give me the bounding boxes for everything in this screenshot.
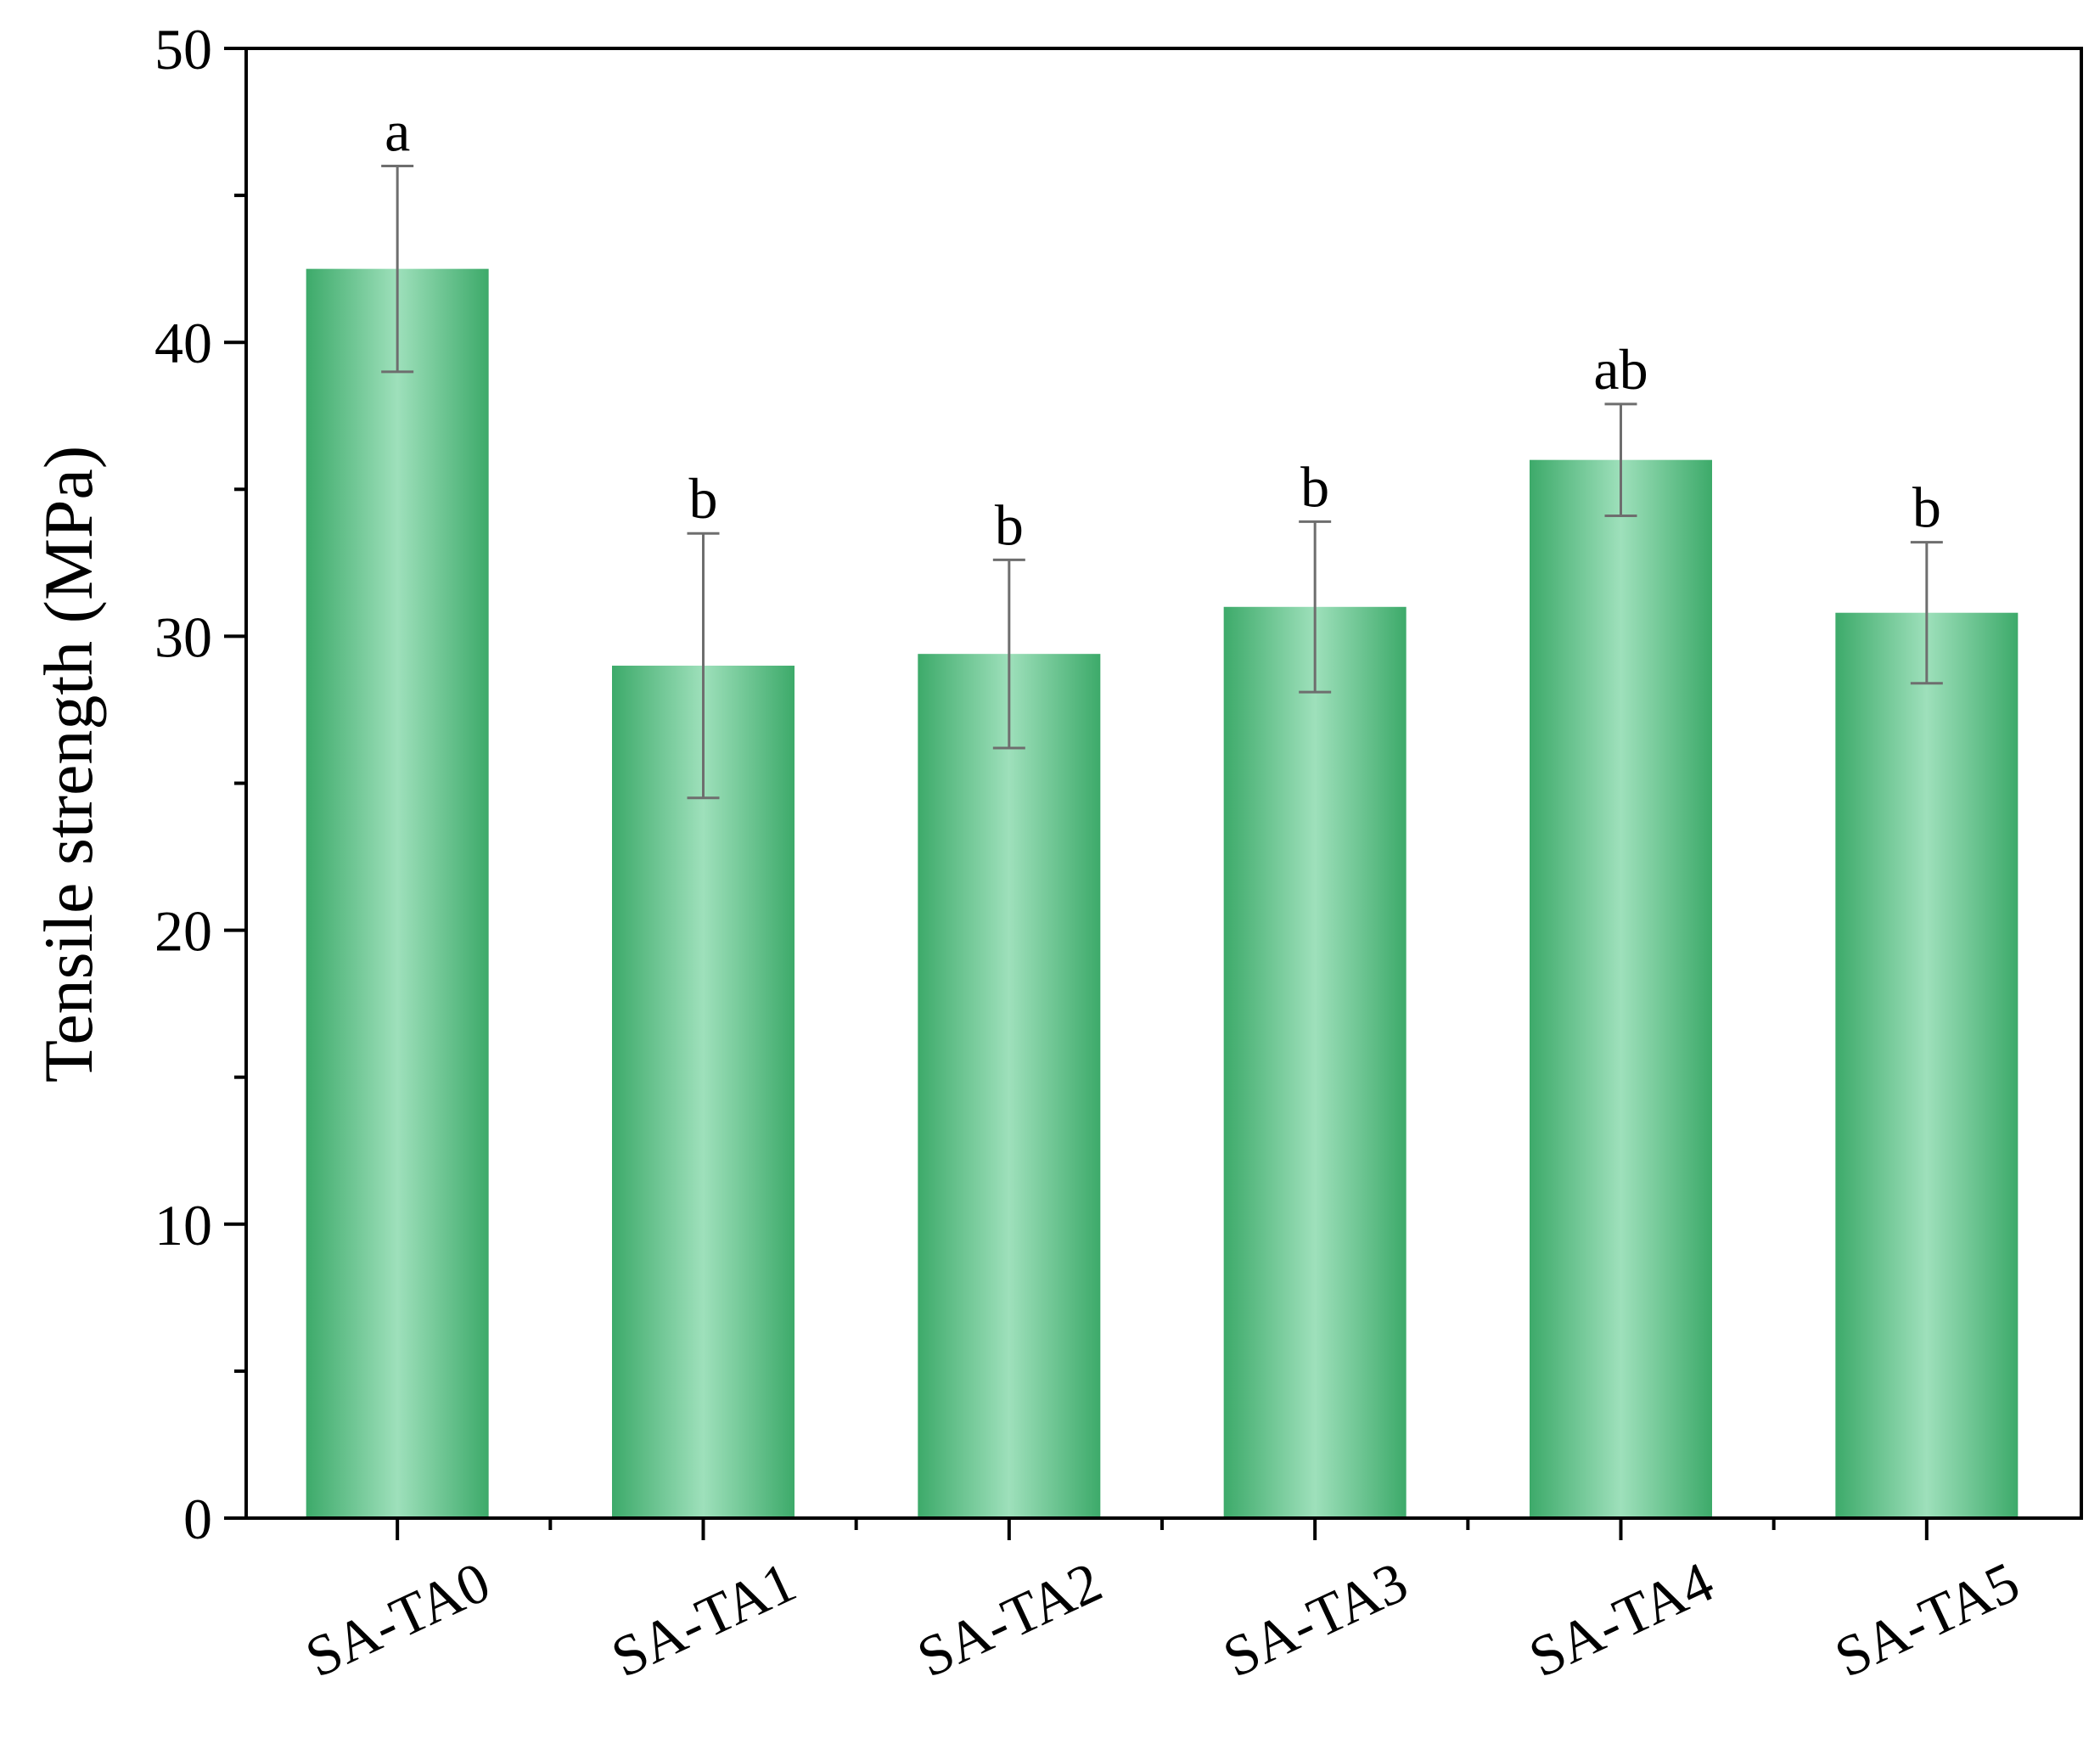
x-tick-label-SA-TA3: SA-TA3 <box>1214 1549 1417 1690</box>
y-tick-label-20: 20 <box>154 899 212 964</box>
error-bars-layer <box>381 164 1943 800</box>
significance-label-SA-TA0: a <box>385 98 410 163</box>
x-tick-label-SA-TA5: SA-TA5 <box>1825 1549 2028 1690</box>
bar-SA-TA2 <box>918 654 1101 1518</box>
x-tick-label-SA-TA0: SA-TA0 <box>296 1549 499 1690</box>
x-tick-label-SA-TA2: SA-TA2 <box>907 1549 1110 1690</box>
y-tick-label-40: 40 <box>154 311 212 375</box>
bar-SA-TA0 <box>306 268 489 1518</box>
bar-SA-TA4 <box>1530 459 1712 1519</box>
bar-SA-TA1 <box>612 666 795 1518</box>
bar-SA-TA3 <box>1223 606 1407 1518</box>
y-tick-label-50: 50 <box>154 17 212 82</box>
significance-label-SA-TA2: b <box>995 492 1024 557</box>
bars-layer <box>306 268 2019 1519</box>
significance-label-SA-TA5: b <box>1912 475 1941 540</box>
y-tick-label-30: 30 <box>154 605 212 669</box>
significance-label-SA-TA4: ab <box>1593 337 1648 402</box>
y-axis-label: Tensile strength (MPa) <box>30 446 107 1083</box>
x-tick-label-SA-TA1: SA-TA1 <box>602 1549 805 1690</box>
plot-frame <box>244 47 2083 1520</box>
significance-label-SA-TA1: b <box>689 466 718 531</box>
y-tick-label-10: 10 <box>154 1193 212 1257</box>
bar-SA-TA5 <box>1835 612 2019 1518</box>
significance-label-SA-TA3: b <box>1300 454 1329 519</box>
y-tick-label-0: 0 <box>183 1487 212 1551</box>
x-tick-label-SA-TA4: SA-TA4 <box>1519 1549 1722 1690</box>
